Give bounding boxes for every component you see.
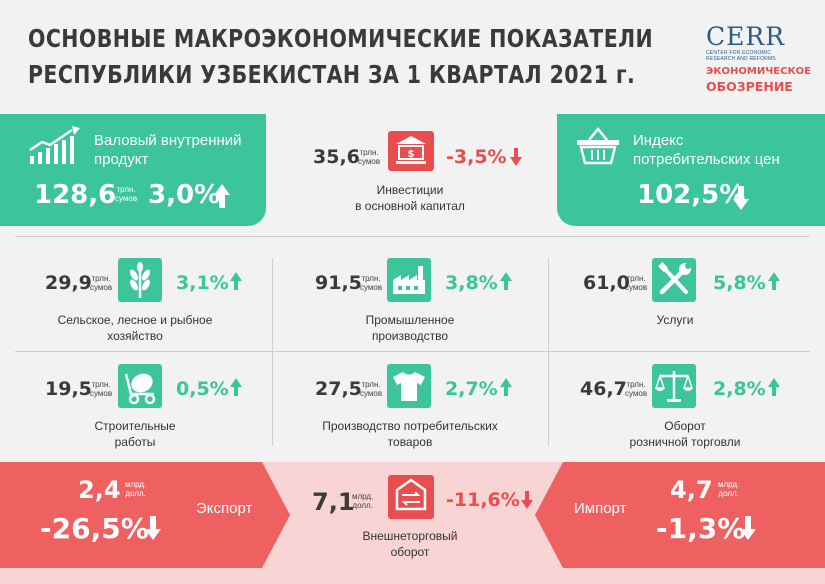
industry-change: 3,8% [445,272,498,294]
arrow-down-icon [521,491,533,509]
arrow-up-icon [768,378,780,396]
services-unit: трлн. сумов [625,274,648,292]
basket-icon [575,126,621,166]
industry-value: 91,5 [315,272,362,294]
industry-unit: трлн. сумов [360,274,383,292]
gdp-change: 3,0% [148,180,221,210]
logo-eo-line2: ОБОЗРЕНИЕ [706,79,793,94]
construction-unit: трлн. сумов [90,380,113,398]
gdp-unit: трлн. сумов [115,185,138,203]
gdp-value: 128,6 [34,180,117,210]
investments-unit: трлн. сумов [358,148,381,166]
construction-label: Строительные работы [94,419,176,449]
import-banner [535,462,825,568]
export-banner [0,462,290,568]
arrow-up-icon [500,272,512,290]
arrow-up-icon [768,272,780,290]
logo-cerr-sub1: CENTER FOR ECONOMIC [706,50,772,56]
gdp-label: Валовый внутренний продукт [94,132,242,168]
import-label: Импорт [574,500,627,517]
divider-right [548,258,549,446]
divider-middle [15,351,810,352]
arrow-up-icon [500,378,512,396]
svg-text:$: $ [408,149,415,160]
arrow-down-icon [145,516,161,540]
trade-exchange-icon [388,475,434,519]
export-change: -26,5% [40,512,149,545]
retail-unit: трлн. сумов [625,380,648,398]
agriculture-unit: трлн. сумов [90,274,113,292]
cpi-value: 102,5% [637,180,746,210]
trade-unit: млрд. долл. [352,492,374,510]
cpi-label: Индекс потребительских цен [633,132,780,168]
bank-icon: $ [388,131,434,171]
wheat-icon [118,258,162,302]
trade-label: Внешнеторговый оборот [362,529,458,559]
consumer-goods-value: 27,5 [315,378,362,400]
services-change: 5,8% [713,272,766,294]
tshirt-icon [387,364,431,408]
export-value: 2,4 [78,476,121,504]
cpi-card: Индекс потребительских цен 102,5% [557,114,825,226]
retail-value: 46,7 [580,378,627,400]
import-value: 4,7 [670,476,713,504]
trade-change: -11,6% [446,489,520,511]
services-value: 61,0 [583,272,630,294]
agriculture-change: 3,1% [176,272,229,294]
consumer-goods-change: 2,7% [445,378,498,400]
agriculture-label: Сельское, лесное и рыбное хозяйство [57,313,213,343]
tools-icon [652,258,696,302]
divider-left [272,258,273,446]
import-change: -1,3% [656,512,746,545]
page-title-line1: ОСНОВНЫЕ МАКРОЭКОНОМИЧЕСКИЕ ПОКАЗАТЕЛИ [28,24,654,53]
trade-value: 7,1 [312,488,355,516]
divider-top [15,236,810,237]
construction-change: 0,5% [176,378,229,400]
industry-label: Промышленное производство [365,313,455,343]
page-title-line2: РЕСПУБЛИКИ УЗБЕКИСТАН ЗА 1 КВАРТАЛ 2021 … [28,60,636,89]
arrow-down-icon [510,148,522,166]
arrow-up-icon [230,272,242,290]
gdp-card: Валовый внутренний продукт 128,6 трлн. с… [0,114,266,226]
investments-value: 35,6 [313,146,360,168]
factory-icon [387,258,431,302]
import-unit: млрд. долл. [718,480,740,498]
cerr-logo: CERR CENTER FOR ECONOMIC RESEARCH AND RE… [706,22,811,94]
arrow-down-icon [740,516,756,540]
consumer-goods-label: Производство потребительских товаров [322,419,498,449]
retail-label: Оборот розничной торговли [629,419,741,449]
export-unit: млрд. долл. [125,480,147,498]
agriculture-value: 29,9 [45,272,92,294]
arrow-down-icon [733,186,749,210]
scales-icon [652,364,696,408]
consumer-goods-unit: трлн. сумов [360,380,383,398]
logo-eo-line1: ЭКОНОМИЧЕСКОЕ [706,66,811,77]
export-label: Экспорт [196,500,253,517]
retail-change: 2,8% [713,378,766,400]
logo-cerr-text: CERR [706,22,786,51]
arrow-up-icon [214,184,230,208]
investments-change: -3,5% [446,146,507,168]
logo-cerr-sub2: RESEARCH AND REFORMS [706,56,776,62]
arrow-up-icon [230,378,242,396]
investments-label: Инвестиции в основной капитал [355,183,465,213]
concrete-mixer-icon [118,364,162,408]
growth-chart-icon [28,126,84,166]
construction-value: 19,5 [45,378,92,400]
services-label: Услуги [656,313,694,327]
